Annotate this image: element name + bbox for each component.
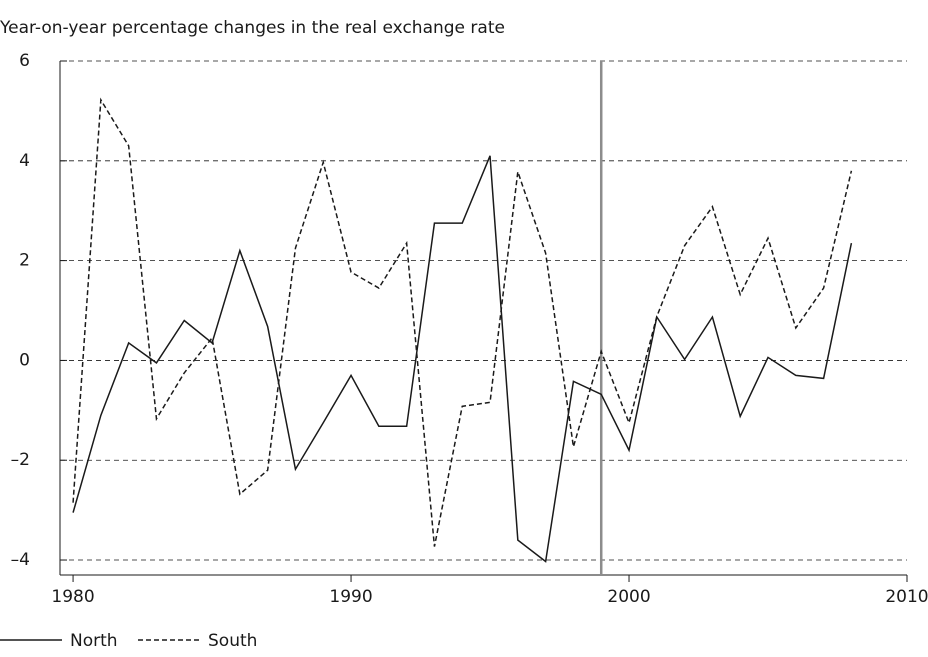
x-tick-label: 1980 [51,587,94,607]
y-tick-label: 4 [19,151,30,171]
x-tick-label: 1990 [329,587,372,607]
line-series [72,155,853,563]
legend-label: North [70,631,118,651]
line-series [72,97,853,547]
x-tick-label: 2010 [885,587,928,607]
legend-label: South [208,631,257,651]
y-tick-label: –4 [11,550,30,570]
y-tick-label: 6 [19,51,30,71]
y-tick-label: 0 [19,350,30,370]
chart-title: Year-on-year percentage changes in the r… [0,18,505,38]
y-tick-label: –2 [11,450,30,470]
y-tick-label: 2 [19,251,30,271]
x-tick-label: 2000 [607,587,650,607]
